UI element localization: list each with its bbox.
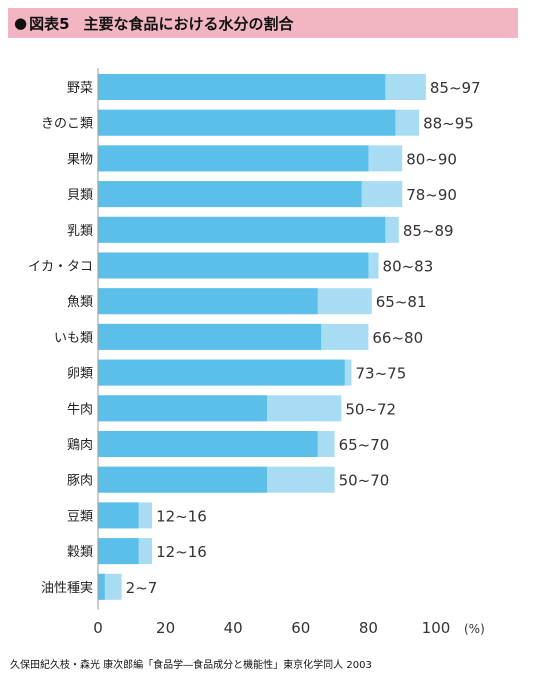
data-label: 12~16: [156, 507, 207, 525]
x-tick-label: 40: [224, 619, 243, 637]
bar-min: [98, 145, 369, 172]
bar-min: [98, 538, 139, 565]
bullet-icon: ●: [14, 14, 28, 32]
category-label: 豚肉: [67, 474, 93, 489]
bar-min: [98, 502, 139, 529]
data-label: 78~90: [406, 186, 457, 204]
data-label: 65~81: [376, 293, 427, 311]
bar-min: [98, 466, 267, 493]
x-tick-label: 20: [156, 619, 175, 637]
x-tick-label: 100: [422, 619, 451, 637]
page-title: 主要な食品における水分の割合: [83, 14, 294, 33]
x-tick-label: 60: [291, 619, 310, 637]
x-tick-label: 0: [93, 619, 103, 637]
bar-min: [98, 431, 318, 457]
data-label: 50~70: [339, 472, 390, 490]
category-label: 油性種実: [41, 580, 93, 596]
data-label: 85~89: [403, 222, 454, 240]
bar-min: [98, 395, 267, 422]
x-tick-label: 80: [359, 619, 378, 637]
bar-min: [98, 252, 369, 279]
title-bar: ● 図表5 主要な食品における水分の割合: [8, 8, 518, 38]
category-label: 鶏肉: [67, 438, 93, 453]
data-label: 85~97: [430, 79, 481, 97]
category-label: 貝類: [67, 188, 93, 203]
data-label: 2~7: [126, 579, 158, 597]
category-label: 卵類: [67, 367, 93, 382]
bar-min: [98, 74, 386, 100]
bar-min: [98, 288, 318, 315]
bar-min: [98, 181, 362, 208]
figure-number: 図表5: [29, 14, 70, 33]
bar-min: [98, 359, 345, 386]
bar-min: [98, 216, 386, 243]
category-label: きのこ類: [41, 117, 93, 132]
category-label: 牛肉: [67, 402, 93, 417]
data-label: 88~95: [423, 115, 474, 133]
category-label: 穀類: [67, 545, 93, 560]
category-label: 魚類: [67, 295, 93, 310]
data-label: 50~72: [345, 400, 396, 418]
category-label: 豆類: [67, 509, 93, 524]
source-citation: 久保田紀久枝・森光 康次郎編「食品学―食品成分と機能性」東京化学同人 2003: [10, 660, 372, 671]
category-label: 乳類: [67, 224, 93, 239]
data-label: 80~90: [406, 150, 457, 168]
x-unit-label: (%): [464, 622, 485, 636]
category-label: 野菜: [67, 81, 93, 96]
bar-chart: 野菜 85~97 きのこ類 88~95 果物 80~90 貝類 78~90 乳類 85~89 イカ・…: [28, 68, 485, 637]
data-label: 80~83: [383, 258, 434, 276]
category-label: イカ・タコ: [28, 260, 93, 275]
data-label: 66~80: [372, 329, 423, 347]
bar-min: [98, 109, 396, 136]
data-label: 12~16: [156, 543, 207, 561]
bar-min: [98, 323, 322, 350]
data-label: 73~75: [356, 365, 407, 383]
data-label: 65~70: [339, 436, 390, 454]
bar-min: [98, 573, 105, 600]
category-label: いも類: [54, 331, 93, 346]
category-label: 果物: [67, 152, 93, 167]
